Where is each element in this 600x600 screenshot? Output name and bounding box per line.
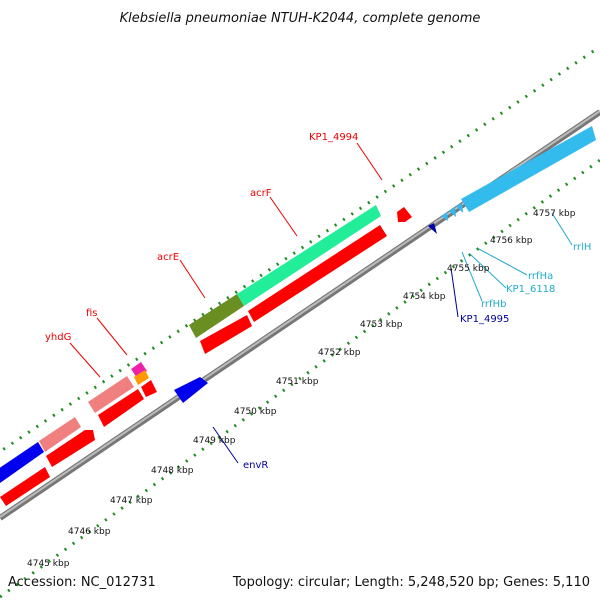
tick-label: 4755 kbp	[447, 264, 490, 274]
label-acrF[interactable]: acrF	[250, 188, 272, 199]
gene-red-6[interactable]	[248, 225, 387, 322]
gene-KP1_4995[interactable]	[428, 223, 437, 234]
gene-red-3[interactable]	[98, 389, 144, 427]
gene-magenta[interactable]	[131, 362, 147, 378]
leader-acrF	[269, 196, 298, 237]
tick-label: 4745 kbp	[27, 559, 70, 569]
gene-acrE[interactable]	[189, 294, 244, 338]
gene-yhdG[interactable]	[39, 417, 81, 452]
leader-envR	[212, 426, 239, 464]
tick-label: 4752 kbp	[318, 348, 361, 358]
label-acrE[interactable]: acrE	[157, 252, 179, 263]
label-leaders	[69, 142, 573, 464]
leader-rrfHa	[478, 248, 528, 276]
outer-ring	[0, 48, 596, 454]
label-rrfHb[interactable]: rrfHb	[481, 299, 506, 310]
genome-summary-text: Topology: circular; Length: 5,248,520 bp…	[232, 575, 590, 590]
tick-label: 4748 kbp	[151, 466, 194, 476]
tick-label: 4756 kbp	[490, 236, 533, 246]
tick-label: 4757 kbp	[533, 209, 576, 219]
leader-fis	[96, 317, 128, 356]
label-envR[interactable]: envR	[243, 460, 268, 471]
gene-envR[interactable]	[174, 377, 208, 403]
leader-acrE	[179, 259, 206, 299]
leader-KP1_6118	[469, 253, 507, 289]
gene-rrfHa[interactable]	[456, 203, 463, 213]
leader-rrlH	[551, 212, 573, 246]
gene-KP1_4994[interactable]	[397, 207, 412, 222]
inner-ring	[0, 158, 600, 599]
label-rrfHa[interactable]: rrfHa	[528, 271, 553, 282]
gene-orange[interactable]	[134, 370, 149, 385]
tick-labels: 4745 kbp 4746 kbp 4747 kbp 4748 kbp 4749…	[27, 209, 576, 569]
leader-yhdG	[69, 342, 101, 378]
forward-strand-genes[interactable]	[0, 205, 412, 483]
map-title: Klebsiella pneumoniae NTUH-K2044, comple…	[120, 11, 481, 26]
tick-label: 4753 kbp	[360, 320, 403, 330]
leader-KP1_4995	[450, 267, 459, 318]
gene-red-5[interactable]	[200, 315, 252, 354]
gene-fis-region[interactable]	[88, 376, 134, 413]
label-fis[interactable]: fis	[86, 308, 98, 319]
gene-red-4[interactable]	[141, 380, 157, 397]
label-yhdG[interactable]: yhdG	[45, 332, 71, 343]
tick-label: 4746 kbp	[68, 527, 111, 537]
accession-text: Accession: NC_012731	[8, 575, 156, 590]
gene-rrfHb[interactable]	[441, 212, 448, 221]
tick-label: 4749 kbp	[193, 436, 236, 446]
label-rrlH[interactable]: rrlH	[573, 242, 591, 253]
tick-label: 4747 kbp	[110, 496, 153, 506]
gene-labels[interactable]: yhdG fis acrE acrF KP1_4994 envR KP1_499…	[45, 132, 591, 471]
leader-rrfHb	[461, 251, 483, 302]
tick-label: 4754 kbp	[403, 292, 446, 302]
tick-label: 4751 kbp	[276, 377, 319, 387]
gene-acrF[interactable]	[237, 205, 381, 306]
gene-KP1_6118[interactable]	[449, 207, 456, 217]
gene-rrlH[interactable]	[461, 126, 596, 212]
label-KP1_4994[interactable]: KP1_4994	[309, 132, 358, 143]
leader-KP1_4994	[356, 142, 383, 181]
tick-label: 4750 kbp	[234, 407, 277, 417]
label-KP1_4995[interactable]: KP1_4995	[460, 314, 509, 325]
gene-blue-left[interactable]	[0, 442, 44, 483]
gene-red-1[interactable]	[0, 467, 50, 506]
label-KP1_6118[interactable]: KP1_6118	[506, 284, 555, 295]
gene-red-2[interactable]	[46, 430, 95, 467]
reverse-strand-genes[interactable]	[0, 126, 596, 506]
